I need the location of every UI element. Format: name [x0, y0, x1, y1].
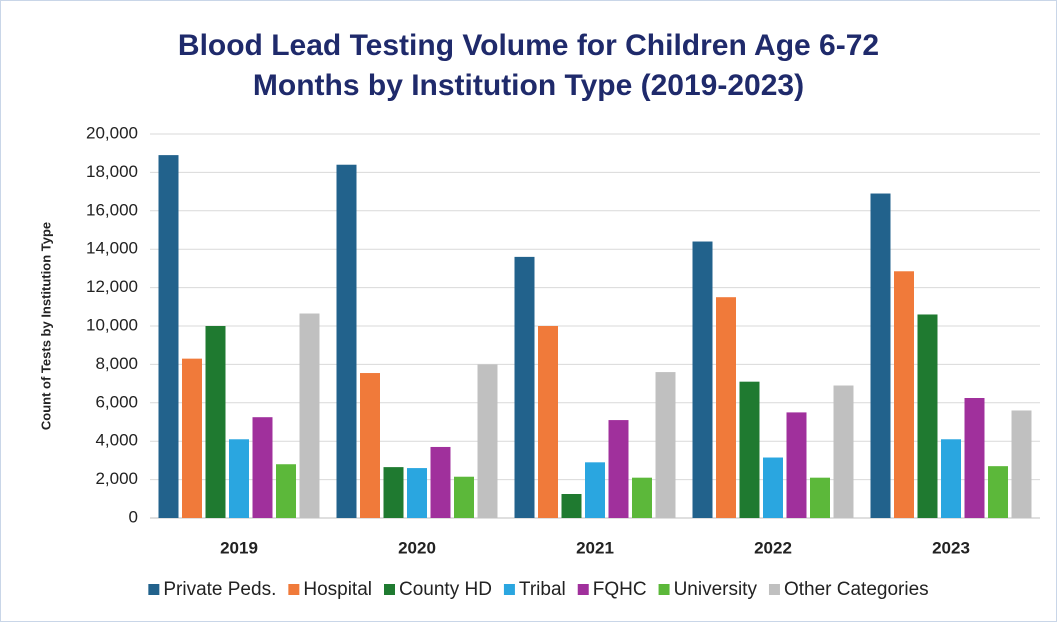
y-tick-label: 2,000 [95, 469, 138, 488]
bar [538, 326, 558, 518]
bar [917, 314, 938, 518]
y-tick-label: 12,000 [86, 277, 138, 296]
x-tick-label: 2023 [932, 538, 970, 557]
bar [561, 494, 582, 518]
legend-label: Hospital [303, 579, 372, 600]
legend-label: University [674, 579, 758, 600]
bar [252, 417, 273, 518]
x-tick-label: 2020 [398, 538, 436, 557]
bar [894, 271, 914, 518]
bar [810, 477, 830, 518]
x-tick-label: 2019 [220, 538, 258, 557]
legend-label: Private Peds. [163, 579, 276, 600]
y-tick-label: 20,000 [86, 123, 138, 142]
y-tick-label: 16,000 [86, 200, 138, 219]
x-tick-label: 2021 [576, 538, 614, 557]
bar [833, 385, 854, 518]
bar [299, 313, 320, 518]
y-tick-label: 18,000 [86, 162, 138, 181]
bar [360, 373, 380, 518]
bar [988, 466, 1008, 518]
bar [477, 364, 498, 518]
y-tick-label: 10,000 [86, 315, 138, 334]
bar [182, 358, 202, 518]
legend-swatch [148, 584, 160, 595]
bar [608, 420, 629, 518]
bar [276, 464, 296, 518]
bar [692, 241, 713, 518]
y-tick-label: 6,000 [95, 392, 138, 411]
y-tick-label: 14,000 [86, 239, 138, 258]
bar [585, 462, 605, 518]
bar [870, 193, 891, 518]
bar [655, 372, 676, 518]
legend-label: Tribal [519, 579, 566, 600]
legend-label: County HD [399, 579, 492, 600]
bar [786, 412, 807, 518]
title-box: Blood Lead Testing Volume for Children A… [0, 26, 1057, 106]
bar [229, 439, 249, 518]
bar [407, 468, 427, 518]
y-tick-label: 4,000 [95, 431, 138, 450]
bar [514, 256, 535, 518]
legend-label: FQHC [593, 579, 647, 600]
legend-label: Other Categories [784, 579, 929, 600]
bar [205, 326, 226, 518]
legend-swatch [658, 584, 670, 595]
bar [763, 457, 783, 518]
bar [158, 155, 179, 518]
legend-swatch [768, 584, 780, 595]
y-axis-label: Count of Tests by Institution Type [38, 222, 53, 430]
bar [336, 164, 357, 518]
bar [454, 476, 474, 518]
bar [964, 398, 985, 518]
y-tick-label: 8,000 [95, 354, 138, 373]
y-tick-label: 0 [129, 507, 138, 526]
legend-swatch [384, 584, 395, 595]
bar [716, 297, 736, 518]
legend-swatch [288, 584, 300, 595]
bar [941, 439, 961, 518]
chart-title: Blood Lead Testing Volume for Children A… [177, 29, 880, 102]
x-tick-label: 2022 [754, 538, 792, 557]
legend-swatch [503, 584, 515, 595]
bar [739, 381, 760, 518]
legend-swatch [577, 584, 589, 595]
bar [1011, 410, 1032, 518]
bar [383, 467, 404, 518]
bar [430, 446, 451, 518]
bar [632, 477, 652, 518]
